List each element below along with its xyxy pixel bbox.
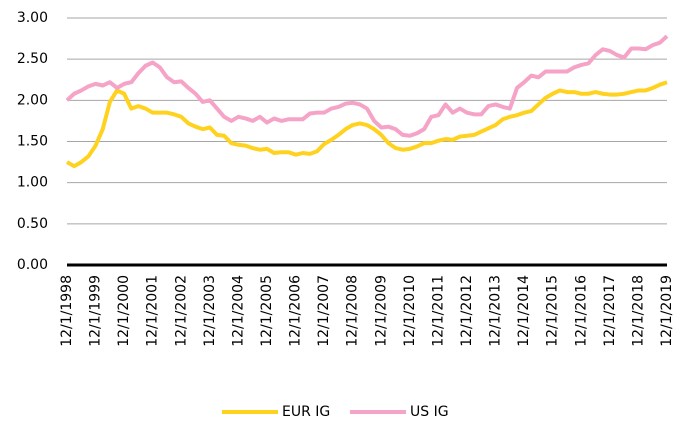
legend-label: EUR IG	[282, 404, 330, 420]
x-tick-label: 12/1/2006	[288, 275, 304, 347]
x-tick-label: 12/1/2007	[316, 275, 332, 347]
y-tick-label: 3.00	[17, 10, 48, 26]
x-tick-label: 12/1/2016	[573, 275, 589, 347]
x-tick-label: 12/1/2014	[516, 275, 532, 347]
y-tick-label: 0.00	[17, 257, 48, 273]
y-tick-label: 1.50	[17, 134, 48, 150]
y-tick-label: 1.00	[17, 175, 48, 191]
x-tick-label: 12/1/2003	[202, 275, 218, 347]
x-tick-label: 12/1/2000	[116, 275, 132, 347]
x-tick-label: 12/1/2018	[630, 275, 646, 347]
x-tick-label: 12/1/1998	[59, 275, 75, 347]
legend-label: US IG	[410, 404, 449, 420]
x-tick-label: 12/1/2011	[430, 275, 446, 347]
x-tick-label: 12/1/2010	[402, 275, 418, 347]
x-tick-label: 12/1/1999	[88, 275, 104, 347]
x-tick-label: 12/1/2019	[659, 275, 674, 347]
x-tick-label: 12/1/2017	[602, 275, 618, 347]
x-tick-label: 12/1/2012	[459, 275, 475, 347]
series-line	[66, 80, 668, 169]
x-tick-label: 12/1/2015	[545, 275, 561, 347]
y-tick-label: 2.00	[17, 92, 48, 108]
x-tick-label: 12/1/2008	[345, 275, 361, 347]
x-tick-label: 12/1/2013	[488, 275, 504, 347]
x-tick-label: 12/1/2004	[230, 275, 246, 347]
y-tick-label: 0.50	[17, 216, 48, 232]
x-tick-label: 12/1/2002	[173, 275, 189, 347]
y-tick-label: 2.50	[17, 51, 48, 67]
x-tick-label: 12/1/2009	[373, 275, 389, 347]
x-tick-label: 12/1/2001	[145, 275, 161, 347]
x-tick-label: 12/1/2005	[259, 275, 275, 347]
series-line	[65, 34, 669, 138]
